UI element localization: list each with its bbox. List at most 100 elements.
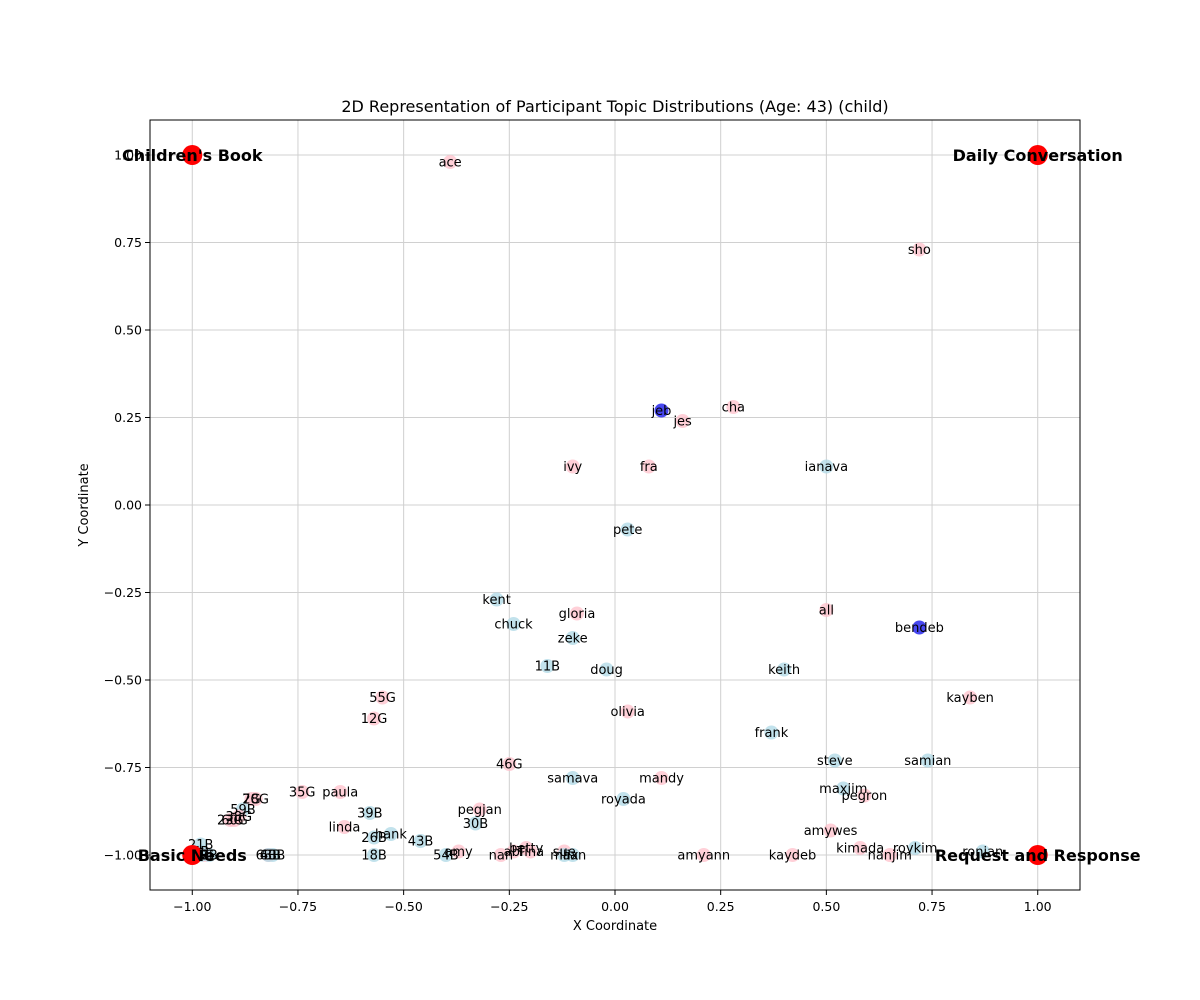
x-tick-label: 0.25 — [707, 899, 735, 914]
data-point-label: amywes — [804, 824, 858, 839]
data-point-label: gloria — [559, 607, 596, 622]
data-point-label: 30B — [463, 817, 488, 832]
data-point-label: 46G — [496, 758, 523, 773]
x-axis-label: X Coordinate — [573, 919, 657, 934]
y-tick-label: −1.00 — [104, 848, 142, 863]
data-point — [569, 606, 584, 621]
data-point-label: maxjim — [819, 782, 867, 797]
x-tick-label: −0.50 — [384, 899, 422, 914]
data-point-label: ilian — [559, 849, 586, 864]
data-point — [654, 403, 669, 418]
data-point-label: samian — [904, 754, 951, 769]
x-tick-label: −0.25 — [490, 899, 528, 914]
x-tick-label: −0.75 — [279, 899, 317, 914]
data-point — [565, 771, 580, 785]
data-point — [785, 848, 800, 862]
data-point-label: zeke — [558, 632, 588, 647]
data-point — [367, 711, 382, 726]
data-point — [764, 725, 779, 740]
data-point-label: 35G — [289, 786, 316, 801]
data-point-label: steve — [817, 754, 853, 769]
data-point — [375, 690, 390, 705]
data-point — [227, 813, 242, 827]
data-point-label: kimada — [836, 842, 884, 857]
data-point-label: ace — [439, 156, 462, 171]
data-point-label: 6B — [260, 849, 277, 864]
data-point — [472, 802, 487, 817]
data-point-label: 23G — [217, 814, 244, 829]
y-tick-label: −0.50 — [104, 673, 142, 688]
data-point — [726, 400, 741, 414]
y-tick-label: 0.50 — [114, 323, 142, 338]
data-point — [367, 848, 382, 862]
x-tick-label: −1.00 — [173, 899, 211, 914]
data-point-label: kayben — [946, 691, 993, 706]
data-point — [675, 414, 690, 428]
anchor-point — [182, 145, 203, 165]
data-point-label: 12G — [361, 712, 388, 727]
anchor-points: Children's Book Daily Conversation Basic N… — [122, 145, 1141, 865]
anchor-point — [182, 845, 203, 865]
data-point-label: 55G — [369, 691, 396, 706]
data-point — [853, 841, 868, 855]
data-point — [836, 781, 851, 796]
x-tick-label: 1.00 — [1024, 899, 1052, 914]
data-point-label: jes — [672, 415, 692, 430]
data-point — [823, 823, 838, 838]
data-point-label: paula — [322, 786, 358, 801]
data-point — [261, 848, 276, 862]
y-tick-label: 0.25 — [114, 410, 142, 425]
data-point — [413, 834, 428, 848]
data-point — [489, 592, 504, 607]
data-point-label: 28G — [242, 793, 269, 808]
data-point-label: kaydeb — [769, 849, 816, 864]
x-tick-label: 0.00 — [601, 899, 629, 914]
y-tick-label: −0.25 — [104, 585, 142, 600]
data-point — [451, 844, 466, 859]
data-point-label: doug — [590, 663, 623, 678]
data-point — [565, 459, 580, 474]
data-point — [383, 827, 398, 841]
data-point — [620, 704, 635, 719]
axis-ticks: −1.00 −0.75 −0.50 −0.25 0.00 0.25 0.50 0.75 1.00… — [104, 148, 1052, 915]
data-point-label: chuck — [494, 618, 533, 633]
data-point — [819, 459, 834, 474]
data-point — [438, 848, 453, 862]
data-point-label: 26B — [361, 831, 386, 846]
data-point-label: ivy — [563, 460, 582, 475]
data-point-label: cha — [722, 401, 745, 416]
y-axis-label: Y Coordinate — [77, 463, 92, 547]
data-point — [468, 816, 483, 831]
data-point — [696, 848, 711, 862]
data-point — [506, 844, 521, 859]
data-point — [920, 753, 935, 768]
x-tick-label: 0.75 — [918, 899, 946, 914]
data-point-label: keith — [768, 663, 800, 678]
data-point-label: betty — [509, 842, 543, 857]
chart-title: 2D Representation of Participant Topic D… — [341, 97, 888, 116]
data-point-label: roykim — [893, 842, 938, 857]
data-point — [493, 848, 508, 862]
y-tick-label: 0.75 — [114, 235, 142, 250]
anchor-point — [1027, 145, 1048, 165]
anchor-point — [1027, 845, 1048, 865]
y-tick-label: 1.00 — [114, 148, 142, 163]
data-point — [616, 792, 631, 806]
data-point-label: olivia — [610, 705, 644, 720]
data-point-label: 11B — [535, 660, 560, 675]
anchor-label: Children's Book — [122, 146, 263, 165]
data-point-label: mandy — [639, 772, 684, 787]
data-point-label: hank — [375, 828, 407, 843]
data-point-label: frank — [755, 726, 789, 741]
data-point — [599, 662, 614, 677]
data-point — [523, 844, 538, 859]
data-point-label: nanjim — [868, 849, 912, 864]
data-point-label: sho — [908, 243, 931, 258]
data-point-label: linda — [329, 821, 361, 836]
x-tick-label: 0.50 — [812, 899, 840, 914]
data-point-label: amy — [444, 845, 473, 860]
data-point-label: ronian — [962, 845, 1003, 860]
grid — [150, 120, 1080, 890]
data-point-label: 59B — [230, 803, 255, 818]
